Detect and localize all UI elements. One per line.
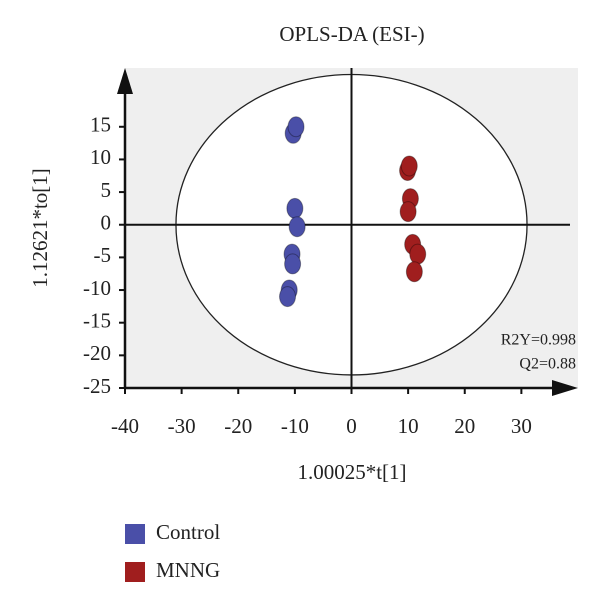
y-tick-label: -10	[83, 276, 111, 300]
x-tick-label: 30	[511, 414, 532, 438]
annotation: Q2=0.88	[519, 356, 576, 373]
y-tick-label: -25	[83, 374, 111, 398]
point	[286, 197, 304, 219]
y-axis-label: 1.12621*to[1]	[28, 168, 52, 288]
y-tick-label: -20	[83, 341, 111, 365]
y-tick-label: 15	[90, 113, 111, 137]
legend-label: Control	[156, 520, 220, 544]
legend-label: MNNG	[156, 558, 220, 582]
x-tick-label: -20	[224, 414, 252, 438]
x-tick-label: -30	[168, 414, 196, 438]
x-axis-label: 1.00025*t[1]	[297, 460, 406, 484]
point	[288, 216, 306, 238]
y-tick-label: 0	[101, 211, 112, 235]
y-axis-arrow	[117, 68, 133, 94]
point	[279, 286, 297, 308]
y-tick-label: 10	[90, 145, 111, 169]
point	[399, 201, 417, 223]
x-tick-label: 10	[398, 414, 419, 438]
point	[405, 261, 423, 283]
x-tick-label: 0	[346, 414, 357, 438]
y-tick-label: 5	[101, 178, 112, 202]
legend-swatch	[125, 524, 145, 544]
x-tick-label: 20	[454, 414, 475, 438]
x-axis-arrow	[552, 380, 578, 396]
point	[409, 243, 427, 265]
x-tick-label: -10	[281, 414, 309, 438]
chart-title: OPLS-DA (ESI-)	[279, 22, 424, 46]
point	[284, 253, 302, 275]
x-tick-label: -40	[111, 414, 139, 438]
point	[287, 116, 305, 138]
annotation: R2Y=0.998	[501, 332, 576, 349]
y-tick-label: -15	[83, 309, 111, 333]
point	[400, 155, 418, 177]
y-tick-label: -5	[94, 243, 112, 267]
legend-swatch	[125, 562, 145, 582]
